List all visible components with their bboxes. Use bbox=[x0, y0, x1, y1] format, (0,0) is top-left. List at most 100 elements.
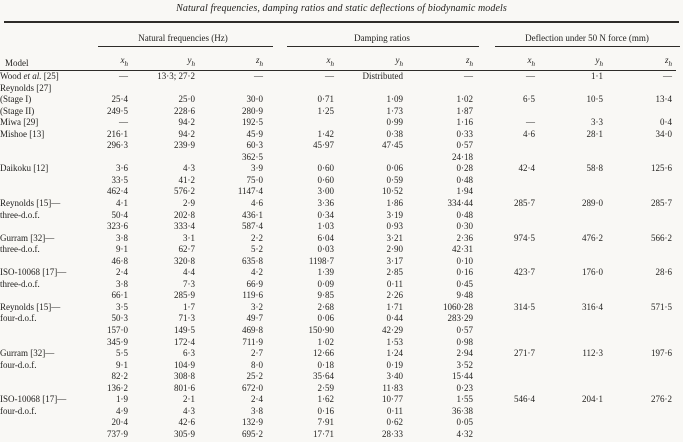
value-cell: 316·4 bbox=[582, 301, 603, 312]
value-cell bbox=[477, 221, 539, 233]
table-row: four-d.o.f. 50·3 71·3 49·7 0·06 0·44 283·29 bbox=[0, 313, 676, 325]
value-cell: 2·4 bbox=[251, 394, 263, 405]
top-rule bbox=[4, 21, 679, 23]
value-cell: 5·5 bbox=[116, 348, 128, 359]
value-cell bbox=[477, 152, 539, 164]
table-row: Mishoe [13] 216·1 94·2 45·9 1·42 0·38 0·33 4·6 2… bbox=[0, 129, 676, 141]
column-header-freq-xh: xh bbox=[95, 52, 132, 71]
value-cell: 9·1 bbox=[116, 244, 128, 255]
value-cell: 571·5 bbox=[651, 301, 672, 312]
value-cell: 41·2 bbox=[178, 174, 196, 185]
table-row: 157·0 149·5 469·8 150·90 42·29 0·57 bbox=[0, 325, 676, 337]
value-cell: 35·64 bbox=[313, 371, 334, 382]
value-cell bbox=[539, 106, 607, 118]
value-cell bbox=[95, 83, 132, 95]
value-cell bbox=[539, 221, 607, 233]
group-header-deflection: Deflection under 50 N force (mm) bbox=[525, 33, 649, 43]
value-cell: 0·05 bbox=[456, 417, 474, 428]
value-cell bbox=[607, 186, 676, 198]
value-cell: 33·5 bbox=[111, 174, 129, 185]
value-cell: 4·3 bbox=[183, 405, 195, 416]
value-cell: 423·7 bbox=[514, 267, 535, 278]
value-cell: 1·7 bbox=[183, 301, 195, 312]
value-cell bbox=[539, 186, 607, 198]
value-cell: 42·6 bbox=[178, 417, 196, 428]
value-cell: 6·3 bbox=[183, 348, 195, 359]
value-cell: 2·1 bbox=[183, 394, 195, 405]
value-cell: 0·33 bbox=[456, 128, 474, 139]
value-cell bbox=[607, 152, 676, 164]
value-cell: 3·21 bbox=[386, 232, 404, 243]
table-row: 33·5 41·2 75·0 0·60 0·59 0·48 bbox=[0, 175, 676, 187]
value-cell: 566·2 bbox=[651, 232, 672, 243]
value-cell: 172·4 bbox=[174, 336, 195, 347]
value-cell: 157·0 bbox=[107, 325, 128, 336]
column-header-damp-zh: zh bbox=[407, 52, 477, 71]
value-cell bbox=[477, 279, 539, 291]
value-cell: 1147·4 bbox=[237, 186, 263, 197]
value-cell: 305·9 bbox=[174, 428, 195, 439]
value-cell: 283·29 bbox=[447, 313, 474, 324]
value-cell: 0·60 bbox=[317, 174, 335, 185]
value-cell bbox=[607, 371, 676, 383]
value-cell: 1·73 bbox=[386, 105, 404, 116]
value-cell bbox=[477, 406, 539, 418]
value-cell: 0·93 bbox=[386, 221, 404, 232]
value-cell: 3·1 bbox=[183, 232, 195, 243]
value-cell: 25·2 bbox=[246, 371, 264, 382]
model-cell bbox=[0, 383, 95, 395]
model-cell: four-d.o.f. bbox=[0, 313, 37, 324]
value-cell: 737·9 bbox=[107, 428, 128, 439]
table-row: 296·3 239·9 60·3 45·97 47·45 0·57 bbox=[0, 140, 676, 152]
table-row: four-d.o.f. 4·9 4·3 3·8 0·16 0·11 36·38 bbox=[0, 406, 676, 418]
value-cell: 0·34 bbox=[317, 209, 335, 220]
value-cell: — bbox=[464, 71, 473, 81]
value-cell: 587·4 bbox=[242, 221, 263, 232]
table-row: Reynolds [15]— 3·5 1·7 3·2 2·68 1·71 1060·28 31… bbox=[0, 302, 676, 314]
value-cell: 11·83 bbox=[382, 382, 403, 393]
model-cell: (Stage I) bbox=[0, 94, 32, 105]
value-cell: 308·8 bbox=[174, 371, 195, 382]
value-cell: 71·3 bbox=[178, 313, 196, 324]
value-cell: 13·3; 27·2 bbox=[157, 71, 195, 81]
value-cell: 280·9 bbox=[242, 105, 263, 116]
value-cell: 42·4 bbox=[518, 163, 536, 174]
value-cell: 1·39 bbox=[317, 267, 335, 278]
table-row: Miwa [29] — 94·2 192·5 0·99 1·16 — 3·3 0·4 bbox=[0, 117, 676, 129]
value-cell bbox=[95, 152, 132, 164]
model-cell bbox=[0, 140, 95, 152]
value-cell: 3·9 bbox=[251, 163, 263, 174]
table-row: Daikoku [12] 3·6 4·3 3·9 0·60 0·06 0·28 42·4 58·… bbox=[0, 163, 676, 175]
value-cell: 192·5 bbox=[242, 117, 263, 128]
value-cell: Distributed bbox=[362, 71, 404, 81]
model-cell: three-d.o.f. bbox=[0, 278, 40, 289]
value-cell: 1·94 bbox=[456, 186, 474, 197]
value-cell: 4·32 bbox=[456, 428, 474, 439]
value-cell bbox=[607, 383, 676, 395]
column-header-freq-zh: zh bbox=[199, 52, 267, 71]
value-cell: 0·38 bbox=[386, 128, 404, 139]
value-cell: 1·03 bbox=[317, 221, 335, 232]
value-cell: 75·0 bbox=[246, 174, 264, 185]
value-cell: 17·71 bbox=[313, 428, 334, 439]
value-cell: 2·94 bbox=[456, 348, 474, 359]
value-cell: 271·7 bbox=[514, 348, 535, 359]
value-cell bbox=[477, 175, 539, 187]
table-row: four-d.o.f. 9·1 104·9 8·0 0·18 0·19 3·52 bbox=[0, 360, 676, 372]
value-cell bbox=[607, 256, 676, 268]
value-cell bbox=[338, 83, 407, 95]
model-cell: ISO-10068 [17]— bbox=[0, 394, 67, 405]
value-cell bbox=[607, 406, 676, 418]
value-cell: 0·98 bbox=[456, 336, 474, 347]
value-cell: 0·60 bbox=[317, 163, 335, 174]
table-row: 362·5 24·18 bbox=[0, 152, 676, 164]
model-cell: Wood et al. [25] bbox=[0, 71, 59, 81]
value-cell: 1·71 bbox=[386, 301, 404, 312]
value-cell: 276·2 bbox=[651, 394, 672, 405]
subheader-row: Model xh yh zh xh yh zh xh yh zh bbox=[0, 52, 676, 71]
model-cell: (Stage II) bbox=[0, 105, 35, 116]
model-cell: four-d.o.f. bbox=[0, 405, 37, 416]
table-row: 345·9 172·4 711·9 1·02 1·53 0·98 bbox=[0, 337, 676, 349]
value-cell: 0·09 bbox=[317, 278, 335, 289]
value-cell bbox=[477, 290, 539, 302]
